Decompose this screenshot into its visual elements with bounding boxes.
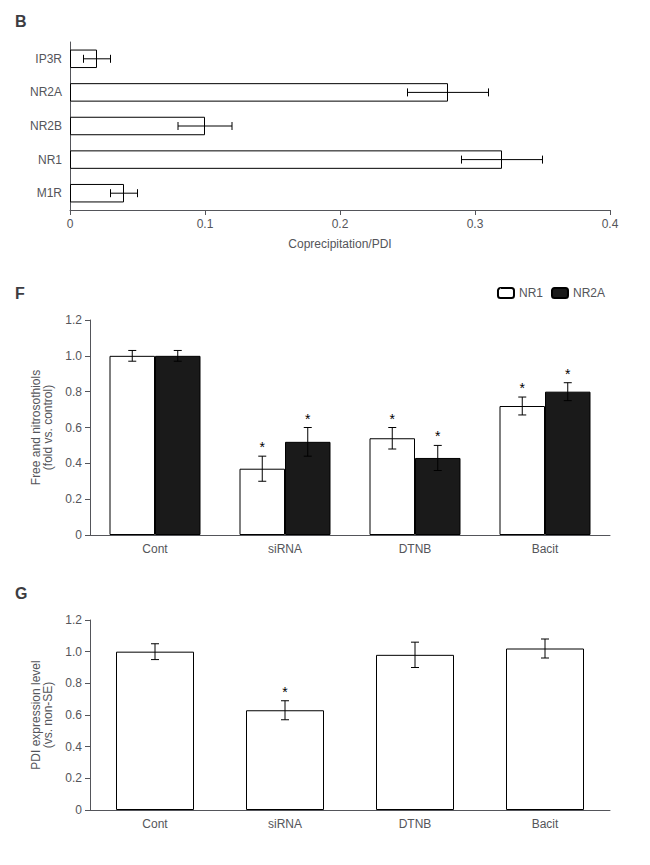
svg-text:Cont: Cont — [142, 542, 168, 556]
svg-text:Coprecipitation/PDI: Coprecipitation/PDI — [288, 237, 391, 251]
svg-text:siRNA: siRNA — [268, 542, 302, 556]
svg-text:IP3R: IP3R — [35, 52, 62, 66]
svg-text:*: * — [260, 439, 266, 455]
svg-text:PDI expression level: PDI expression level — [29, 660, 43, 770]
svg-text:0.4: 0.4 — [65, 456, 82, 470]
svg-text:0.8: 0.8 — [65, 676, 82, 690]
svg-text:NR2A: NR2A — [30, 85, 62, 99]
svg-text:1.0: 1.0 — [65, 645, 82, 659]
svg-text:NR1: NR1 — [38, 153, 62, 167]
svg-text:Bacit: Bacit — [532, 817, 559, 831]
svg-text:0.2: 0.2 — [65, 492, 82, 506]
svg-text:1.2: 1.2 — [65, 613, 82, 627]
svg-text:NR1: NR1 — [519, 286, 543, 300]
svg-text:DTNB: DTNB — [399, 542, 432, 556]
svg-text:0: 0 — [75, 528, 82, 542]
svg-text:F: F — [15, 285, 25, 302]
svg-text:0.2: 0.2 — [332, 217, 349, 231]
svg-text:DTNB: DTNB — [399, 817, 432, 831]
svg-text:*: * — [520, 380, 526, 396]
svg-text:Bacit: Bacit — [532, 542, 559, 556]
svg-text:*: * — [565, 366, 571, 382]
svg-text:(fold vs. control): (fold vs. control) — [41, 385, 55, 470]
svg-text:0.6: 0.6 — [65, 708, 82, 722]
svg-text:0.4: 0.4 — [602, 217, 619, 231]
svg-text:0.6: 0.6 — [65, 421, 82, 435]
svg-text:1.0: 1.0 — [65, 349, 82, 363]
svg-text:0.3: 0.3 — [467, 217, 484, 231]
svg-text:*: * — [282, 684, 288, 700]
svg-text:(vs. non-SE): (vs. non-SE) — [41, 682, 55, 749]
svg-text:Cont: Cont — [142, 817, 168, 831]
svg-text:*: * — [305, 411, 311, 427]
svg-text:1.2: 1.2 — [65, 313, 82, 327]
svg-text:*: * — [435, 428, 441, 444]
svg-text:G: G — [15, 585, 27, 602]
svg-text:0: 0 — [75, 803, 82, 817]
svg-text:Free and nitrosothiols: Free and nitrosothiols — [29, 369, 43, 486]
svg-text:siRNA: siRNA — [268, 817, 302, 831]
svg-text:M1R: M1R — [37, 186, 63, 200]
svg-text:B: B — [15, 13, 27, 30]
svg-text:NR2B: NR2B — [30, 119, 62, 133]
svg-text:0.4: 0.4 — [65, 740, 82, 754]
svg-text:0.8: 0.8 — [65, 385, 82, 399]
svg-text:0.2: 0.2 — [65, 771, 82, 785]
svg-text:NR2A: NR2A — [573, 286, 605, 300]
svg-text:0.1: 0.1 — [197, 217, 214, 231]
svg-text:*: * — [390, 411, 396, 427]
svg-text:0: 0 — [67, 217, 74, 231]
